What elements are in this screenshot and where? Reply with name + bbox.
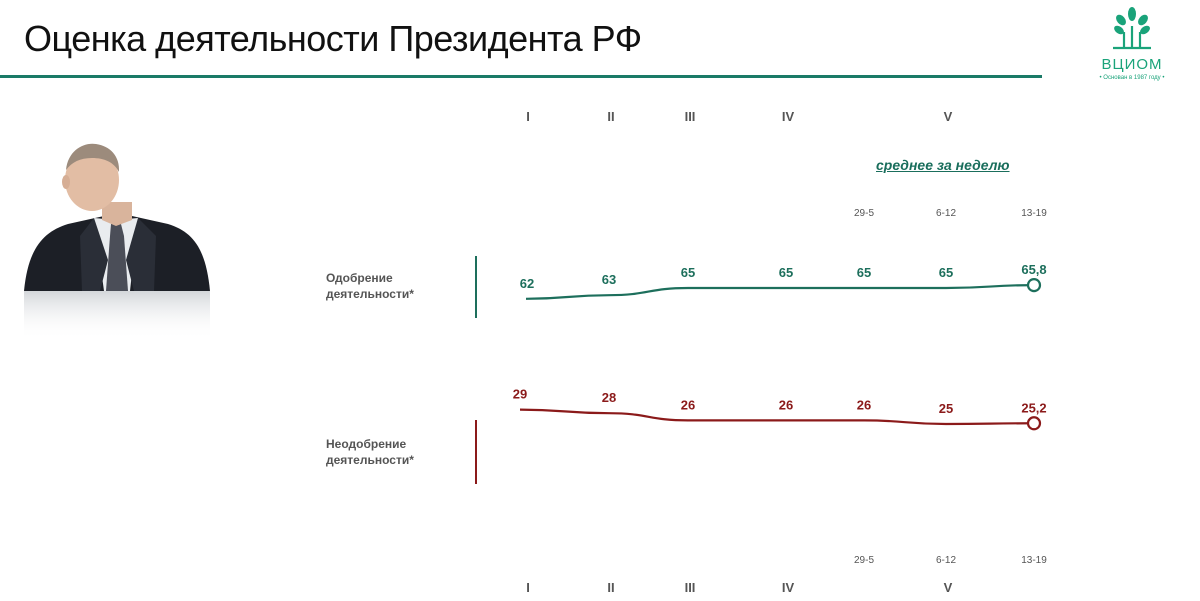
data-label-0: 65	[939, 265, 953, 280]
bottom-category-label: V	[944, 580, 953, 595]
data-label-1: 25	[939, 401, 953, 416]
data-label-1: 28	[602, 390, 616, 405]
data-label-1: 29	[513, 387, 527, 402]
bottom-category-label: III	[685, 580, 696, 595]
series-end-point-0	[1026, 278, 1042, 293]
approval-label-line-1: Одобрение	[326, 271, 393, 285]
top-week-label: 29-5	[854, 208, 874, 219]
logo-tagline: • Основан в 1987 году •	[1099, 75, 1165, 81]
tree-logo-icon	[1113, 7, 1151, 50]
disapproval-label-line-1: Неодобрение	[326, 437, 407, 451]
approval-label-line-2: деятельности*	[326, 287, 414, 301]
data-label-0: 62	[520, 276, 534, 291]
top-category-label: I	[526, 109, 530, 124]
bottom-category-label: IV	[782, 580, 795, 595]
top-category-label: IV	[782, 109, 795, 124]
top-category-label: V	[944, 109, 953, 124]
data-label-0: 65	[779, 265, 793, 280]
series-end-point-1	[1026, 416, 1042, 431]
data-label-0: 65	[857, 265, 871, 280]
top-category-label: III	[685, 109, 696, 124]
data-label-0: 63	[602, 272, 616, 287]
disapproval-label-line-2: деятельности*	[326, 453, 414, 467]
bottom-week-label: 6-12	[936, 555, 956, 566]
title-underline	[0, 75, 1042, 78]
bottom-week-label: 29-5	[854, 555, 874, 566]
data-label-1: 26	[779, 397, 793, 412]
portrait-photo	[20, 140, 216, 340]
week-average-caption: среднее за неделю	[876, 157, 1010, 173]
logo-name: ВЦИОМ	[1101, 56, 1163, 73]
top-week-label: 13-19	[1021, 208, 1047, 219]
bottom-week-label: 13-19	[1021, 555, 1047, 566]
approval-label: Одобрение деятельности*	[326, 270, 414, 302]
data-label-0: 65	[681, 265, 695, 280]
vciom-logo: ВЦИОМ • Основан в 1987 году •	[1080, 4, 1184, 88]
series-line-1	[519, 408, 1035, 426]
data-label-1: 26	[857, 397, 871, 412]
data-label-0: 65,8	[1021, 262, 1046, 277]
bottom-category-label: II	[607, 580, 614, 595]
bottom-category-label: I	[526, 580, 530, 595]
data-label-1: 26	[681, 397, 695, 412]
page-title: Оценка деятельности Президента РФ	[24, 18, 642, 59]
data-label-1: 25,2	[1021, 400, 1046, 415]
disapproval-label: Неодобрение деятельности*	[326, 436, 414, 468]
top-week-label: 6-12	[936, 208, 956, 219]
top-category-label: II	[607, 109, 614, 124]
series-line-0	[525, 284, 1035, 300]
